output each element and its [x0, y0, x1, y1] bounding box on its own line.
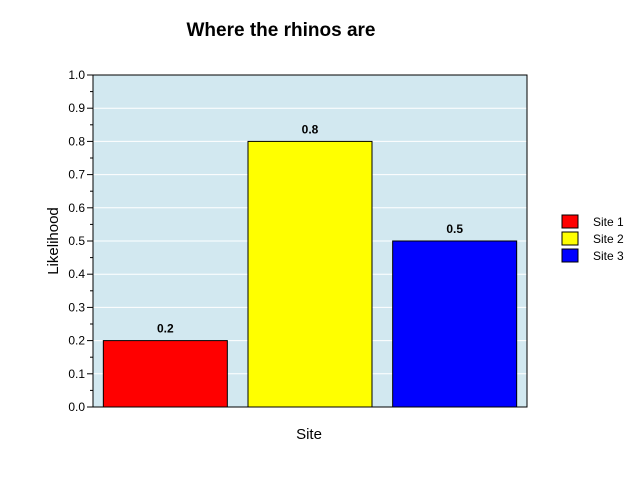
legend-swatch	[561, 248, 579, 263]
bar-site-1	[102, 340, 228, 408]
bar-site-2	[247, 140, 373, 408]
y-tick-label: 0.0	[68, 400, 85, 414]
legend-entry: Site 3	[593, 249, 624, 263]
y-tick-label: 0.2	[68, 334, 85, 348]
legend: Site 1 Site 2 Site 3	[561, 214, 624, 263]
y-axis-ticks: 0.0 0.1 0.2 0.3 0.4 0.5 0.6 0.7 0.8 0.9 1.0	[68, 68, 93, 414]
data-label: 0.5	[446, 222, 463, 236]
y-tick-label: 0.9	[68, 101, 85, 115]
bars	[102, 140, 518, 408]
y-tick-label: 0.8	[68, 134, 85, 148]
bar-site-3	[392, 240, 518, 408]
y-tick-label: 0.4	[68, 267, 85, 281]
data-labels: 0.2 0.8 0.5	[157, 122, 463, 335]
legend-swatch	[561, 214, 579, 229]
y-tick-label: 0.3	[68, 300, 85, 314]
y-tick-label: 0.6	[68, 201, 85, 215]
y-axis-label: Likelihood	[45, 207, 62, 275]
legend-entry: Site 2	[593, 232, 624, 246]
y-tick-label: 0.7	[68, 168, 85, 182]
y-tick-label: 1.0	[68, 68, 85, 82]
x-axis-label: Site	[296, 426, 322, 443]
y-tick-label: 0.5	[68, 234, 85, 248]
legend-entry: Site 1	[593, 215, 624, 229]
data-label: 0.8	[302, 122, 319, 136]
y-tick-label: 0.1	[68, 367, 85, 381]
data-label: 0.2	[157, 322, 174, 336]
legend-swatch	[561, 231, 579, 246]
chart-title: Where the rhinos are	[187, 20, 376, 41]
